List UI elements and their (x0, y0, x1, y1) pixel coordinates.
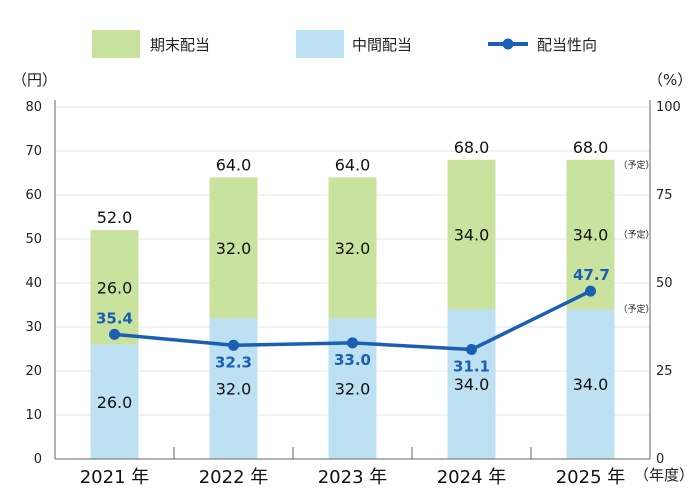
ratio-marker (466, 344, 477, 356)
left-tick-label: 40 (25, 276, 42, 291)
legend-swatch-final (92, 30, 140, 58)
x-axis-unit: （年度） (634, 466, 694, 484)
legend-label-interim: 中間配当 (352, 36, 412, 54)
right-tick-label: 100 (656, 100, 681, 115)
label-final: 34.0 (573, 226, 609, 245)
forecast-note-total: （予定） (619, 159, 655, 171)
label-interim: 32.0 (335, 380, 371, 399)
left-tick-label: 20 (25, 364, 42, 379)
right-axis: 0 25 50 75 100 (649, 100, 681, 467)
forecast-note-ratio: （予定） (619, 303, 655, 315)
left-axis-unit: （円） (12, 71, 57, 89)
bars (90, 159, 615, 459)
ratio-marker (347, 337, 358, 349)
label-final: 32.0 (335, 239, 371, 258)
legend-label-final: 期末配当 (150, 36, 210, 54)
ratio-marker (585, 285, 596, 297)
label-final: 26.0 (97, 278, 133, 297)
left-tick-label: 70 (25, 144, 42, 159)
ratio-line-group: 35.4 32.3 33.0 31.1 47.7 (96, 266, 610, 375)
bar-final (447, 159, 496, 310)
category-label: 2023 年 (318, 467, 388, 488)
label-total: 64.0 (216, 155, 252, 174)
label-interim: 32.0 (216, 380, 252, 399)
bar-final (566, 159, 615, 310)
right-tick-label: 0 (656, 452, 664, 467)
category-label: 2021 年 (80, 467, 150, 488)
left-tick-label: 30 (25, 320, 42, 335)
bar-final (90, 230, 139, 345)
bar-final (209, 177, 258, 319)
left-tick-label: 10 (25, 408, 42, 423)
right-tick-label: 75 (656, 188, 673, 203)
label-final: 32.0 (216, 239, 252, 258)
legend-swatch-interim (296, 30, 344, 58)
ratio-label: 32.3 (215, 353, 252, 371)
right-tick-label: 50 (656, 276, 673, 291)
forecast-note-final: （予定） (619, 229, 655, 241)
legend: 期末配当 中間配当 配当性向 (92, 30, 597, 58)
left-tick-label: 80 (25, 100, 42, 115)
ratio-marker (228, 339, 239, 351)
x-axis: 2021 年 2022 年 2023 年 2024 年 2025 年 (54, 447, 651, 488)
left-axis: 0 10 20 30 40 50 60 70 80 (25, 100, 56, 467)
forecast-notes: （予定） （予定） （予定） (619, 159, 655, 315)
ratio-label: 31.1 (453, 358, 490, 376)
label-interim: 34.0 (573, 375, 609, 394)
legend-marker-ratio (502, 38, 514, 50)
label-total: 52.0 (97, 208, 133, 227)
left-tick-label: 60 (25, 188, 42, 203)
left-tick-label: 50 (25, 232, 42, 247)
bar-labels: 26.0 26.0 52.0 32.0 32.0 64.0 32.0 32.0 64.0 34.0… (97, 138, 609, 412)
legend-label-ratio: 配当性向 (537, 36, 597, 54)
category-label: 2024 年 (437, 467, 507, 488)
category-label: 2022 年 (199, 467, 269, 488)
right-axis-unit: （%） (648, 71, 692, 89)
label-total: 64.0 (335, 155, 371, 174)
ratio-label: 33.0 (334, 351, 371, 369)
left-tick-label: 0 (34, 452, 42, 467)
category-label: 2025 年 (556, 467, 626, 488)
label-total: 68.0 (454, 138, 490, 157)
bar-interim (447, 309, 496, 459)
label-final: 34.0 (454, 226, 490, 245)
label-total: 68.0 (573, 138, 609, 157)
ratio-label: 35.4 (96, 309, 133, 327)
label-interim: 34.0 (454, 375, 490, 394)
ratio-label: 47.7 (573, 266, 610, 284)
bar-interim (90, 344, 139, 459)
label-interim: 26.0 (97, 393, 133, 412)
bar-final (328, 177, 377, 319)
right-tick-label: 25 (656, 364, 673, 379)
bar-interim (566, 309, 615, 459)
ratio-marker (109, 328, 120, 340)
